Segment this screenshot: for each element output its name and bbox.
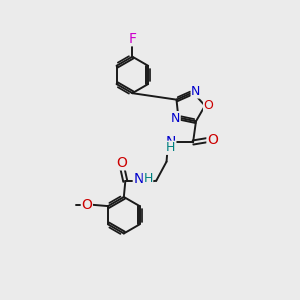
Text: H: H	[143, 172, 153, 185]
Text: O: O	[81, 198, 92, 212]
Text: H: H	[166, 141, 175, 154]
Text: O: O	[116, 156, 127, 170]
Text: N: N	[134, 172, 144, 186]
Text: N: N	[171, 112, 180, 124]
Text: O: O	[207, 133, 218, 147]
Text: O: O	[204, 99, 213, 112]
Text: F: F	[128, 32, 136, 46]
Text: N: N	[165, 135, 176, 148]
Text: N: N	[191, 85, 201, 98]
